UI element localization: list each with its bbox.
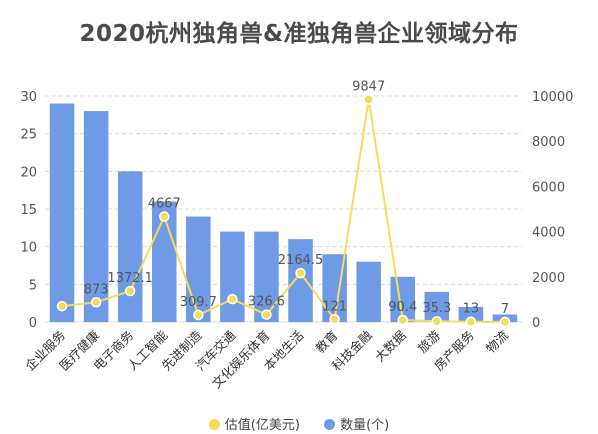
right-tick-0: 0 [532, 316, 540, 331]
left-tick-2: 10 [20, 241, 37, 256]
left-tick-6: 30 [20, 90, 37, 105]
category-label-11: 旅游 [415, 327, 444, 356]
point-1 [90, 297, 102, 308]
bar-0 [49, 103, 75, 323]
left-tick-5: 25 [20, 128, 37, 143]
point-2 [124, 285, 136, 297]
left-tick-1: 5 [29, 278, 37, 293]
legend: 估值(亿美元) 数量(个) [0, 414, 598, 433]
bar-1 [83, 111, 109, 322]
valuation-line [61, 99, 505, 323]
left-tick-4: 20 [20, 165, 37, 180]
point-10 [397, 314, 408, 326]
right-tick-2: 4000 [532, 226, 565, 241]
point-6 [261, 309, 272, 320]
point-9 [363, 94, 374, 105]
right-tick-3: 6000 [532, 180, 565, 195]
legend-label-valuation: 估值(亿美元) [224, 418, 300, 433]
left-tick-3: 15 [20, 203, 37, 218]
point-5 [227, 293, 238, 305]
bar-6 [254, 231, 279, 322]
legend-label-count: 数量(个) [340, 418, 390, 433]
legend-item-valuation[interactable]: 估值(亿美元) [208, 414, 300, 433]
data-label-1: 873 [84, 282, 109, 297]
category-label-8: 教育 [312, 328, 340, 356]
point-0 [56, 300, 68, 312]
data-label-12: 13 [463, 302, 480, 317]
left-tick-0: 0 [29, 316, 37, 331]
bar-2 [117, 171, 143, 322]
point-11 [431, 315, 443, 327]
bar-5 [220, 231, 245, 322]
point-7 [295, 267, 306, 279]
data-label-2: 1372.1 [107, 271, 153, 286]
data-label-8: 121 [322, 299, 347, 314]
point-8 [329, 314, 340, 325]
bar-7 [288, 239, 313, 322]
data-label-6: 326.6 [248, 295, 285, 310]
point-3 [159, 211, 170, 222]
right-tick-4: 8000 [532, 135, 565, 150]
right-axis-ticks: 0 2000 4000 6000 8000 10000 [532, 90, 573, 331]
legend-item-count[interactable]: 数量(个) [324, 414, 389, 433]
point-13 [499, 316, 511, 328]
legend-dot-count [324, 419, 336, 430]
bar-9 [356, 261, 381, 322]
category-label-10: 大数据 [372, 328, 409, 365]
bar-12 [458, 306, 484, 322]
data-label-3: 4667 [148, 197, 181, 212]
right-tick-1: 2000 [532, 271, 565, 286]
point-12 [465, 316, 477, 327]
bar-series [49, 103, 518, 323]
data-label-11: 35.3 [422, 301, 451, 316]
right-tick-5: 10000 [532, 90, 573, 105]
data-label-7: 2164.5 [278, 253, 324, 268]
left-axis-ticks: 0 5 10 15 20 25 30 [20, 90, 37, 331]
data-label-13: 7 [501, 302, 509, 317]
point-4 [193, 309, 204, 321]
data-label-10: 90.4 [388, 300, 417, 315]
legend-dot-valuation [208, 419, 220, 430]
chart-title: 2020杭州独角兽&准独角兽企业领域分布 [79, 21, 519, 47]
grid-lines [45, 95, 522, 323]
bar-4 [186, 216, 211, 322]
data-label-9: 9847 [352, 79, 385, 94]
data-label-4: 309.7 [180, 295, 217, 310]
category-label-13: 物流 [483, 327, 512, 356]
